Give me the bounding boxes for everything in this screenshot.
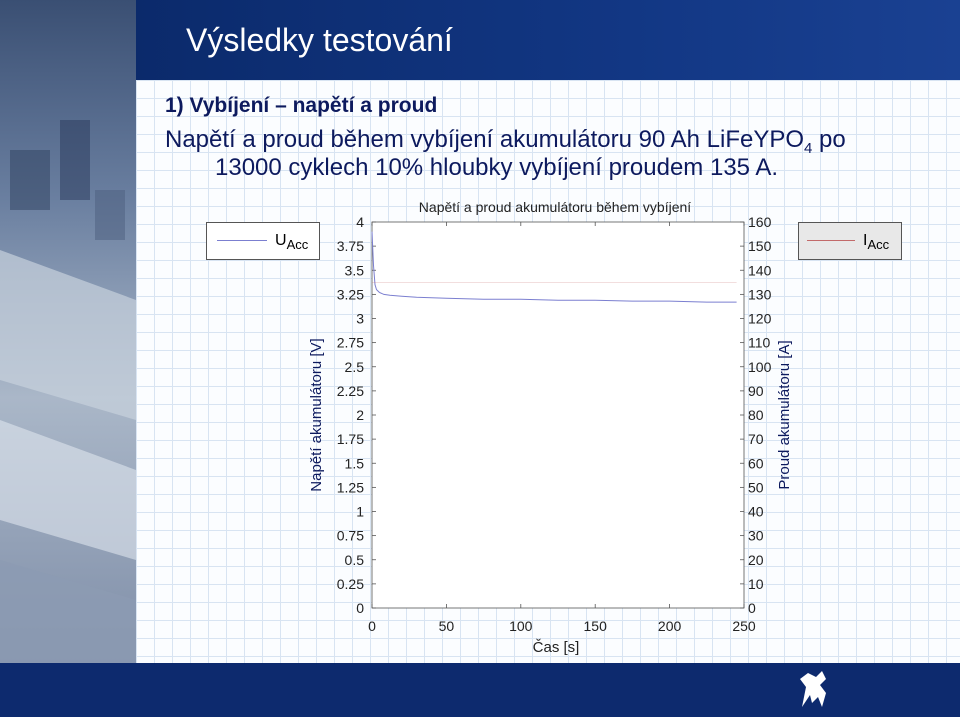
chart-title: Napětí a proud akumulátoru během vybíjen… xyxy=(419,199,691,215)
slide-title: Výsledky testování xyxy=(186,22,453,58)
y-tick-label: 3 xyxy=(356,311,364,327)
legend-voltage-main: U xyxy=(275,232,287,249)
x-tick-label: 0 xyxy=(368,618,376,634)
legend-current-main: I xyxy=(863,232,868,249)
x-axis-label: Čas [s] xyxy=(533,639,580,656)
y-tick-label: 4 xyxy=(356,214,364,230)
legend-current-swatch xyxy=(807,240,855,241)
y-tick-label: 2.75 xyxy=(337,335,364,351)
legend-current-sub: Acc xyxy=(867,237,890,253)
legend-current-label: IAcc xyxy=(863,232,889,252)
y2-axis-label: Proud akumulátoru [A] xyxy=(776,340,793,489)
y2-tick-label: 60 xyxy=(748,455,764,471)
y-tick-label: 1 xyxy=(356,504,364,520)
plot-frame xyxy=(371,221,745,609)
y2-tick-label: 20 xyxy=(748,552,764,568)
y-tick-label: 0 xyxy=(356,600,364,616)
legend-voltage-sub: Acc xyxy=(286,237,309,253)
y2-tick-label: 70 xyxy=(748,431,764,447)
legend-voltage: UAcc xyxy=(206,222,320,260)
y2-tick-label: 30 xyxy=(748,528,764,544)
description-text-end: po xyxy=(812,126,846,153)
y-tick-label: 1.75 xyxy=(337,431,364,447)
sidebar-photo xyxy=(0,0,136,663)
x-tick-label: 50 xyxy=(439,618,455,634)
y-axis-label: Napětí akumulátoru [V] xyxy=(308,338,325,491)
y-tick-label: 3.5 xyxy=(345,262,365,278)
description-line-2: 13000 cyklech 10% hloubky vybíjení proud… xyxy=(215,154,779,181)
y2-tick-label: 110 xyxy=(748,335,771,351)
description-line-1: Napětí a proud během vybíjení akumulátor… xyxy=(165,126,846,157)
y-tick-label: 1.25 xyxy=(337,479,364,495)
description-text: Napětí a proud během vybíjení akumulátor… xyxy=(165,126,805,153)
legend-voltage-swatch xyxy=(217,240,267,241)
y2-tick-label: 90 xyxy=(748,383,764,399)
y2-tick-label: 160 xyxy=(748,214,772,230)
x-tick-label: 150 xyxy=(584,618,608,634)
y-tick-label: 0.5 xyxy=(345,552,365,568)
x-tick-label: 200 xyxy=(658,618,682,634)
y-tick-label: 0.75 xyxy=(337,528,364,544)
university-lion-logo-icon xyxy=(800,671,826,707)
x-tick-label: 100 xyxy=(509,618,533,634)
footer-band xyxy=(0,663,960,717)
y-tick-label: 3.75 xyxy=(337,238,364,254)
title-band xyxy=(136,0,960,80)
y2-tick-label: 100 xyxy=(748,359,772,375)
y2-tick-label: 150 xyxy=(748,238,772,254)
legend-voltage-label: UAcc xyxy=(275,232,308,252)
y-tick-label: 1.5 xyxy=(345,455,365,471)
y2-tick-label: 0 xyxy=(748,600,756,616)
y2-tick-label: 120 xyxy=(748,311,772,327)
y2-tick-label: 140 xyxy=(748,262,772,278)
y-tick-label: 2.25 xyxy=(337,383,364,399)
y-tick-label: 2 xyxy=(356,407,364,423)
y2-tick-label: 80 xyxy=(748,407,764,423)
formula-subscript: 4 xyxy=(804,139,813,157)
voltage-series-line xyxy=(371,231,737,303)
y2-tick-label: 50 xyxy=(748,479,764,495)
y2-tick-label: 130 xyxy=(748,286,772,302)
y-tick-label: 0.25 xyxy=(337,576,364,592)
highway-image xyxy=(0,120,136,663)
y-tick-label: 3.25 xyxy=(337,286,364,302)
y-tick-label: 2.5 xyxy=(345,359,365,375)
y2-tick-label: 10 xyxy=(748,576,764,592)
y2-tick-label: 40 xyxy=(748,504,764,520)
x-tick-label: 250 xyxy=(732,618,756,634)
section-heading: 1) Vybíjení – napětí a proud xyxy=(165,94,438,117)
legend-current: IAcc xyxy=(798,222,902,260)
